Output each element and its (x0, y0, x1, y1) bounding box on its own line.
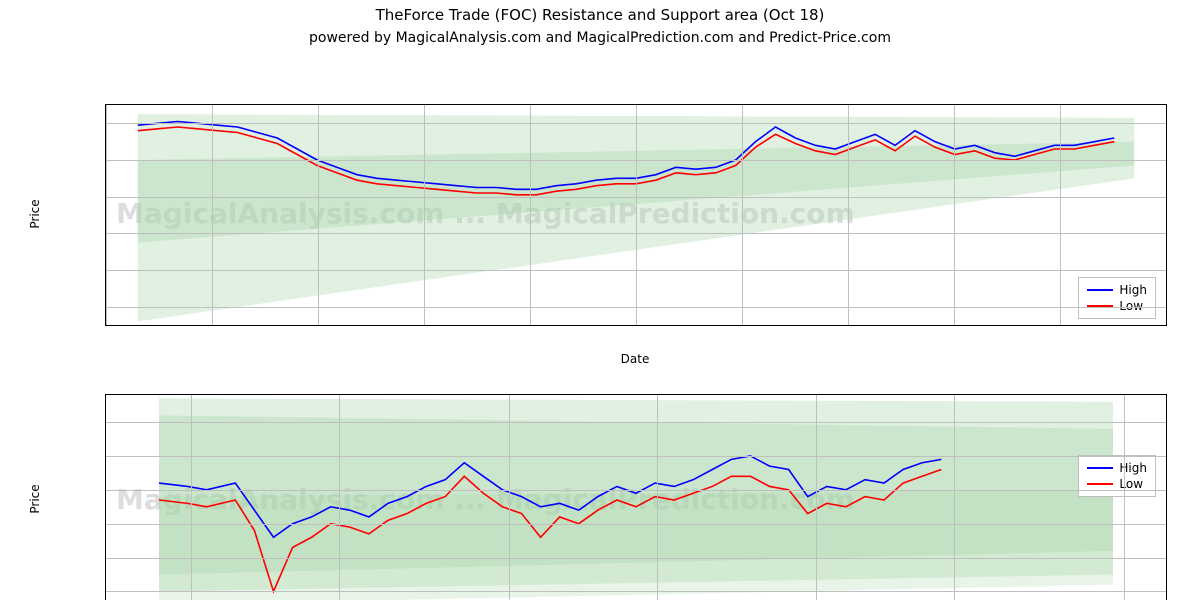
y-tick-label: 0.00065 (105, 483, 106, 496)
x-tick-label: 2023-03 (105, 325, 129, 326)
gridline (530, 105, 531, 325)
x-tick-label: 2024-03 (719, 325, 765, 326)
x-tick-label: 2024-11 (1143, 325, 1167, 326)
gridline (106, 105, 107, 325)
gridline (848, 105, 849, 325)
gridline (816, 395, 817, 600)
gridline (212, 105, 213, 325)
x-tick-label: 2023-05 (189, 325, 235, 326)
top-plot-area: MagicalAnalysis.com ... MagicalPredictio… (105, 104, 1167, 326)
y-tick-label: 0.00075 (105, 416, 106, 429)
gridline (191, 395, 192, 600)
legend-swatch (1087, 467, 1113, 469)
gridline (106, 591, 1166, 592)
y-axis-label: Price (28, 484, 42, 513)
x-tick-label: 2024-09 (1037, 325, 1083, 326)
legend: HighLow (1078, 277, 1156, 319)
legend-swatch (1087, 289, 1113, 291)
x-tick-label: 2023-07 (295, 325, 341, 326)
legend-label: High (1119, 283, 1147, 297)
gridline (339, 395, 340, 600)
legend-swatch (1087, 483, 1113, 485)
x-tick-label: 2024-01 (613, 325, 659, 326)
gridline (106, 422, 1166, 423)
chart-subtitle: powered by MagicalAnalysis.com and Magic… (0, 30, 1200, 46)
x-tick-label: 2023-09 (401, 325, 447, 326)
gridline (1166, 105, 1167, 325)
y-tick-label: 0.00060 (105, 517, 106, 530)
chart-title: TheForce Trade (FOC) Resistance and Supp… (0, 6, 1200, 24)
x-tick-label: 2023-11 (507, 325, 553, 326)
x-axis-label: Date (621, 352, 650, 366)
gridline (636, 105, 637, 325)
gridline (106, 456, 1166, 457)
gridline (1060, 105, 1061, 325)
x-tick-label: 2024-07 (931, 325, 977, 326)
y-axis-label: Price (28, 199, 42, 228)
legend-item: High (1087, 282, 1147, 298)
gridline (1124, 395, 1125, 600)
gridline (106, 490, 1166, 491)
gridline (318, 105, 319, 325)
bottom-plot-area: MagicalAnalysis.com ... MagicalPredictio… (105, 394, 1167, 600)
y-tick-label: 0.00055 (105, 551, 106, 564)
bottom-chart-svg (106, 395, 1166, 600)
gridline (106, 524, 1166, 525)
gridline (424, 105, 425, 325)
gridline (954, 105, 955, 325)
x-tick-label: 2024-05 (825, 325, 871, 326)
gridline (509, 395, 510, 600)
gridline (657, 395, 658, 600)
y-tick-label: 0.00070 (105, 449, 106, 462)
gridline (106, 558, 1166, 559)
y-tick-label: 0.00050 (105, 585, 106, 598)
gridline (742, 105, 743, 325)
legend-item: High (1087, 460, 1147, 476)
gridline (954, 395, 955, 600)
